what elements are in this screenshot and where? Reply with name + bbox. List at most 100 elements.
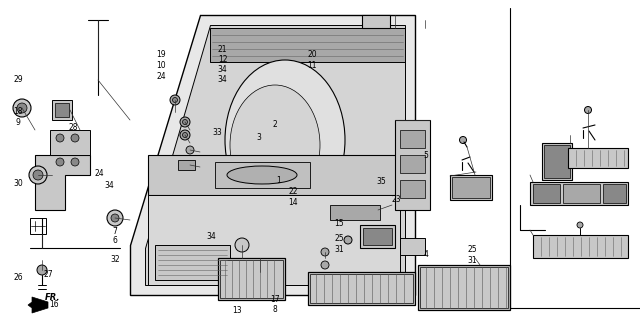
Polygon shape	[530, 182, 628, 205]
Polygon shape	[50, 130, 90, 155]
Text: 24: 24	[94, 169, 104, 178]
Circle shape	[182, 120, 188, 124]
Circle shape	[71, 158, 79, 166]
Polygon shape	[533, 184, 560, 203]
Text: 12: 12	[218, 56, 227, 64]
Text: 27: 27	[43, 270, 53, 279]
Text: 17: 17	[270, 295, 280, 304]
Text: 34: 34	[218, 65, 228, 74]
Polygon shape	[418, 265, 510, 310]
Polygon shape	[362, 15, 390, 28]
Circle shape	[182, 132, 188, 137]
Circle shape	[29, 166, 47, 184]
Polygon shape	[450, 175, 492, 200]
Text: 25: 25	[334, 234, 344, 243]
Text: 14: 14	[288, 198, 298, 207]
Text: 21: 21	[218, 45, 227, 54]
Text: 31: 31	[467, 256, 477, 265]
Text: 32: 32	[110, 256, 120, 264]
Text: 29: 29	[13, 75, 23, 84]
Polygon shape	[308, 272, 415, 305]
Text: 33: 33	[212, 128, 223, 137]
Polygon shape	[395, 120, 430, 210]
Polygon shape	[178, 160, 195, 170]
Text: 11: 11	[308, 61, 317, 70]
Circle shape	[33, 170, 43, 180]
Text: 16: 16	[49, 300, 60, 309]
Circle shape	[584, 107, 591, 114]
Circle shape	[173, 98, 177, 102]
Text: 10: 10	[156, 61, 166, 70]
Text: 34: 34	[206, 232, 216, 241]
Text: 3: 3	[257, 133, 262, 142]
Polygon shape	[130, 15, 415, 295]
Text: 35: 35	[376, 177, 386, 186]
Circle shape	[56, 134, 64, 142]
Text: 20: 20	[307, 50, 317, 59]
Text: 1: 1	[276, 176, 281, 185]
Polygon shape	[52, 100, 72, 120]
Text: 18: 18	[13, 107, 22, 116]
Polygon shape	[28, 297, 48, 313]
Polygon shape	[400, 155, 425, 173]
Circle shape	[111, 214, 119, 222]
Text: 34: 34	[104, 181, 114, 189]
Polygon shape	[145, 25, 405, 285]
Polygon shape	[360, 225, 395, 248]
Text: 28: 28	[69, 123, 78, 132]
Polygon shape	[400, 180, 425, 198]
Circle shape	[56, 158, 64, 166]
Text: 25: 25	[467, 245, 477, 254]
Text: 30: 30	[13, 179, 23, 188]
Text: 2: 2	[273, 120, 278, 129]
Text: FR.: FR.	[45, 293, 61, 302]
Text: 22: 22	[289, 187, 298, 196]
Polygon shape	[400, 130, 425, 148]
Polygon shape	[55, 103, 69, 117]
Circle shape	[321, 248, 329, 256]
Polygon shape	[400, 238, 425, 255]
Circle shape	[17, 103, 27, 113]
Text: 34: 34	[218, 75, 228, 84]
Ellipse shape	[230, 85, 320, 205]
Polygon shape	[533, 235, 628, 258]
Text: 8: 8	[273, 305, 278, 314]
Polygon shape	[218, 258, 285, 300]
Polygon shape	[452, 177, 490, 198]
Text: 19: 19	[156, 50, 166, 59]
Circle shape	[180, 130, 190, 140]
Polygon shape	[155, 245, 230, 280]
Circle shape	[186, 146, 194, 154]
Circle shape	[321, 261, 329, 269]
Polygon shape	[210, 28, 405, 62]
Polygon shape	[35, 155, 90, 210]
Polygon shape	[542, 143, 572, 180]
Text: 31: 31	[334, 245, 344, 254]
Circle shape	[170, 95, 180, 105]
Circle shape	[107, 210, 123, 226]
Text: 15: 15	[334, 219, 344, 228]
Polygon shape	[363, 228, 392, 245]
Polygon shape	[603, 184, 626, 203]
Circle shape	[180, 117, 190, 127]
Text: 26: 26	[13, 273, 23, 282]
Polygon shape	[148, 155, 400, 195]
Circle shape	[460, 137, 467, 144]
Polygon shape	[215, 162, 310, 188]
Polygon shape	[330, 205, 380, 220]
Text: 13: 13	[232, 306, 242, 315]
Text: 5: 5	[423, 151, 428, 160]
Polygon shape	[544, 145, 570, 178]
Text: 4: 4	[423, 250, 428, 259]
Text: 23: 23	[392, 195, 402, 204]
Text: 6: 6	[113, 236, 118, 245]
Polygon shape	[148, 195, 400, 285]
Circle shape	[235, 238, 249, 252]
Ellipse shape	[225, 60, 345, 220]
Text: 24: 24	[156, 72, 166, 81]
Ellipse shape	[227, 166, 297, 184]
Circle shape	[37, 265, 47, 275]
Circle shape	[577, 222, 583, 228]
Circle shape	[344, 236, 352, 244]
Text: 7: 7	[113, 227, 118, 236]
